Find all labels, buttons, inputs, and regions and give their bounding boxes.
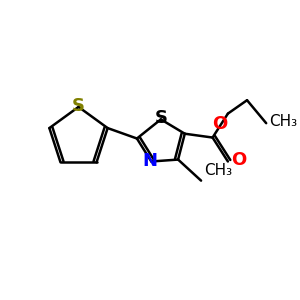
Text: S: S	[154, 110, 167, 128]
Text: CH₃: CH₃	[269, 114, 297, 129]
Text: N: N	[143, 152, 158, 169]
Text: CH₃: CH₃	[204, 163, 232, 178]
Text: O: O	[212, 115, 227, 133]
Text: O: O	[231, 151, 246, 169]
Text: S: S	[72, 97, 85, 115]
